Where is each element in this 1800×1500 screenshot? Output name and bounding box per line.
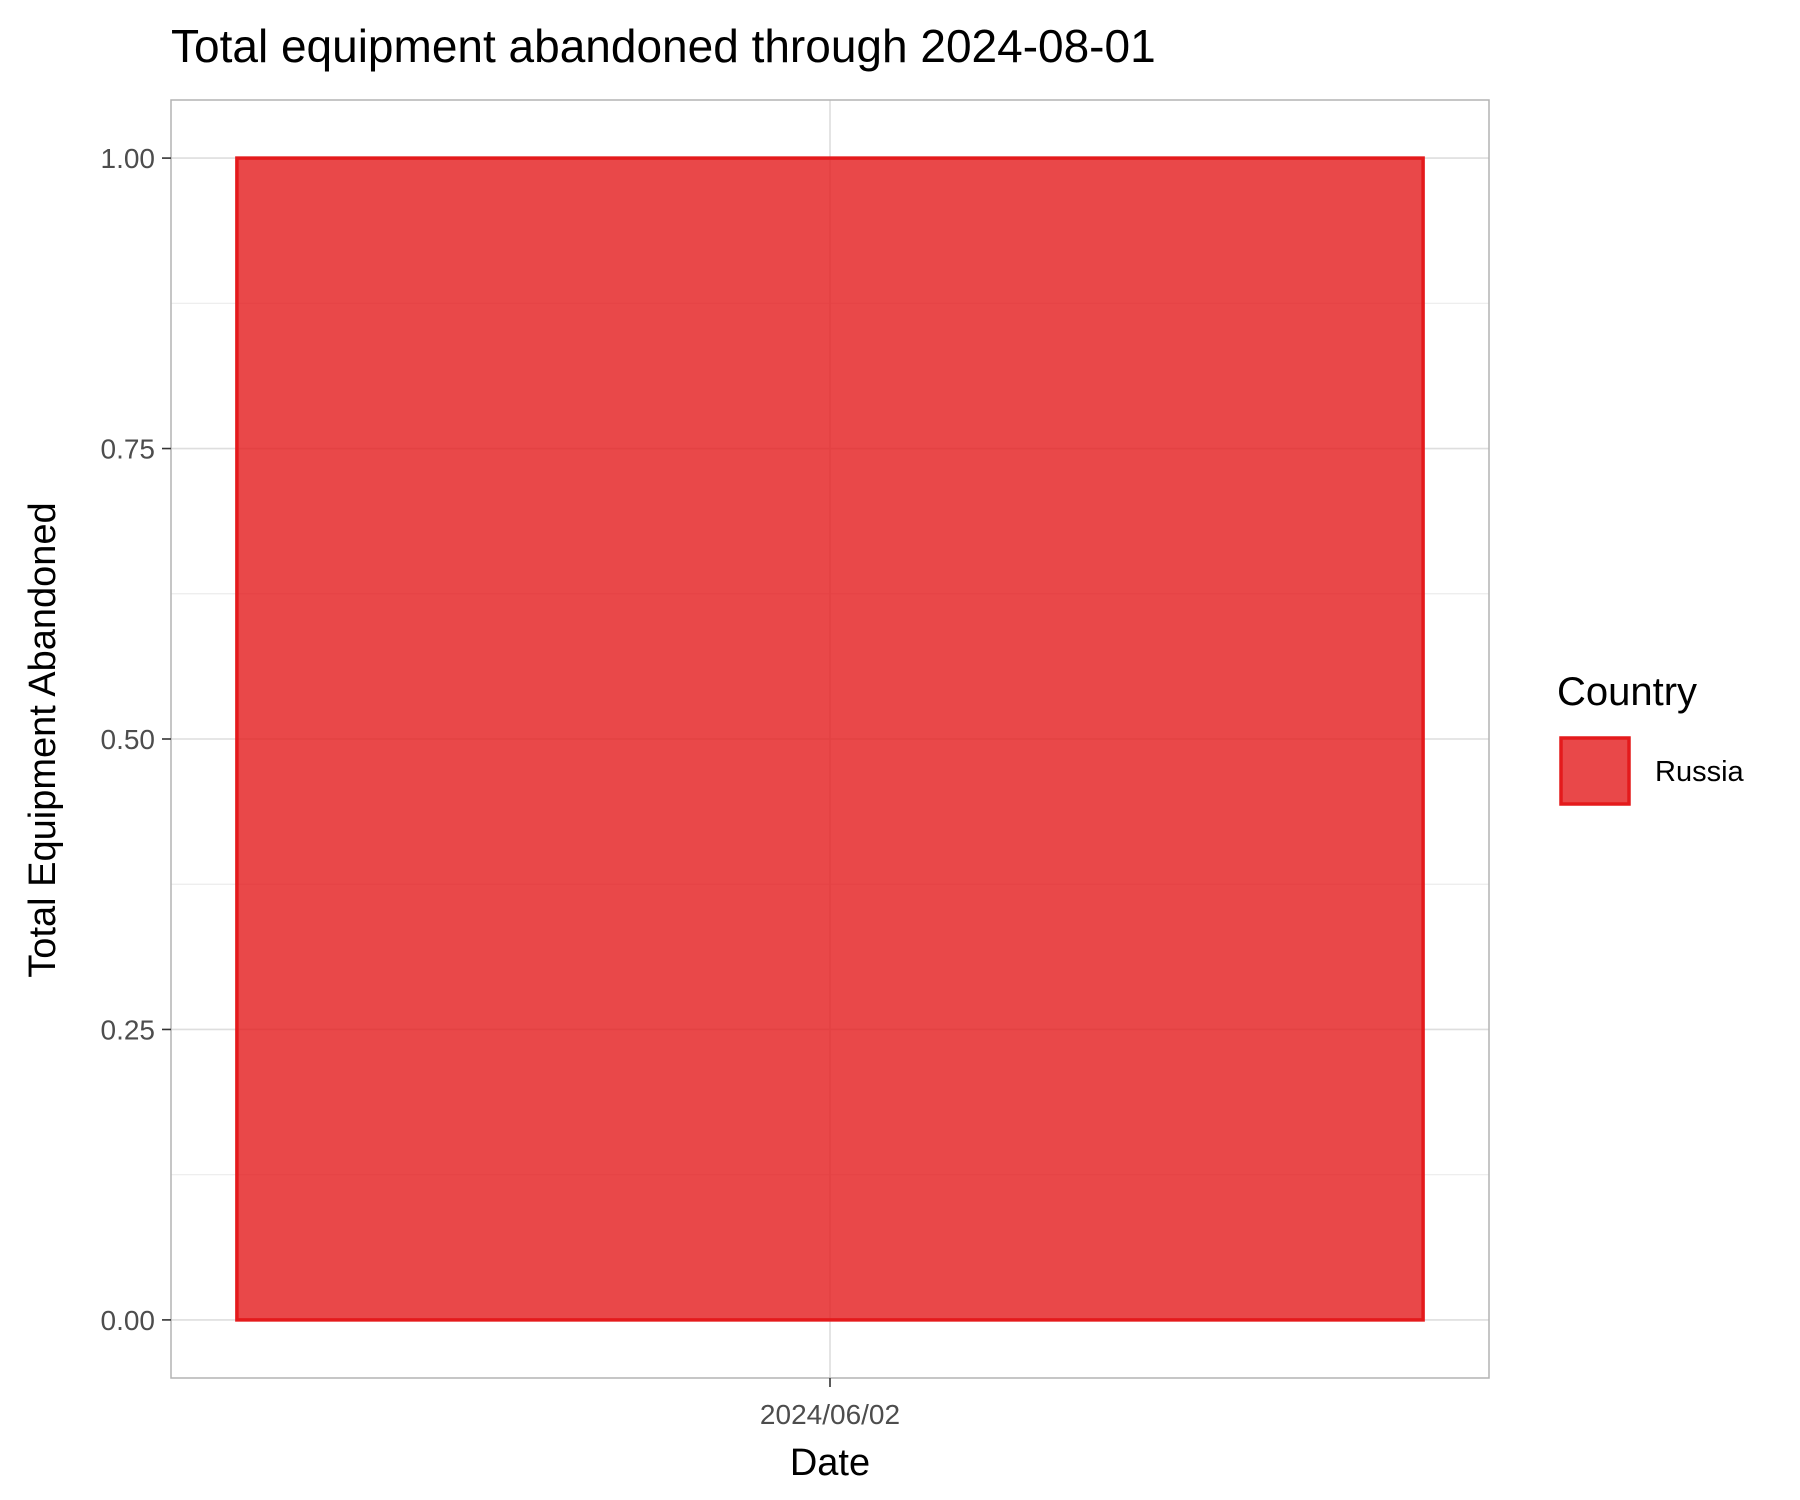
y-tick-label: 0.75 <box>101 434 156 465</box>
y-tick-label: 0.50 <box>101 724 156 755</box>
bar-russia-0 <box>235 156 1425 1322</box>
bar-series <box>235 156 1425 1322</box>
legend-title: Country <box>1557 670 1697 714</box>
y-axis: 0.00 0.25 0.50 0.75 1.00 <box>101 143 171 1336</box>
legend-label-russia: Russia <box>1655 756 1745 788</box>
plot-panel <box>170 99 1490 1379</box>
legend-key-russia <box>1559 736 1631 806</box>
x-tick-label: 2024/06/02 <box>760 1399 900 1430</box>
y-axis-title: Total Equipment Abandoned <box>22 502 64 977</box>
y-tick-label: 0.25 <box>101 1014 156 1045</box>
x-axis-title: Date <box>790 1442 870 1484</box>
chart-title: Total equipment abandoned through 2024-0… <box>171 20 1156 72</box>
x-axis: 2024/06/02 <box>760 1378 900 1430</box>
y-tick-label: 0.00 <box>101 1305 156 1336</box>
legend: Country Russia <box>1557 670 1745 806</box>
y-tick-label: 1.00 <box>101 143 156 174</box>
